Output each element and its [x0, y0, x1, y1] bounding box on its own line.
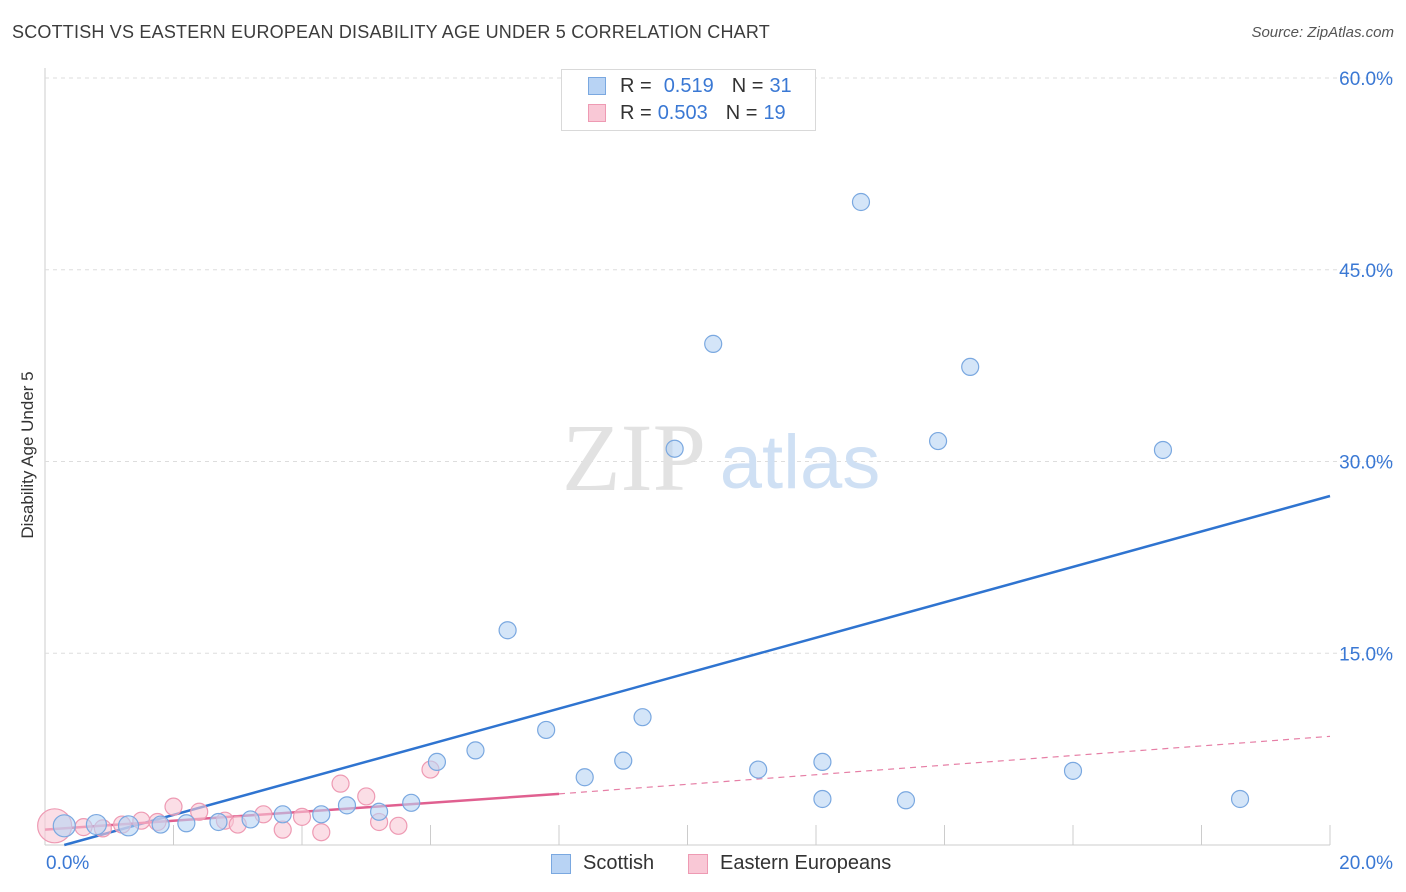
point-eastern-europeans — [273, 820, 292, 839]
legend-swatch-blue — [551, 853, 571, 874]
legend-swatch-pink — [588, 104, 606, 122]
trend-layer — [44, 494, 1331, 847]
y-tick-label: 60.0% — [1339, 69, 1393, 90]
y-tick-label: 45.0% — [1339, 261, 1393, 282]
source-label: Source: ZipAtlas.com — [1251, 24, 1394, 41]
legend-stats: R = 0.519 N = 31 R = 0.503 N = 19 — [561, 69, 816, 131]
points-layer — [37, 192, 1250, 844]
point-scottish — [537, 720, 556, 740]
point-scottish — [498, 621, 517, 640]
legend-swatch-blue — [588, 77, 606, 95]
point-scottish — [273, 805, 292, 824]
legend-n-label: N = — [725, 101, 758, 124]
point-scottish — [117, 815, 140, 837]
x-tick-label: 20.0% — [1339, 853, 1393, 874]
legend-swatch-pink — [688, 853, 708, 874]
trend-line-scottish — [63, 494, 1331, 847]
point-scottish — [370, 802, 389, 821]
point-scottish — [151, 815, 170, 834]
point-eastern-europeans — [190, 802, 209, 821]
legend-row-eastern-europeans: R = 0.503 N = 19 — [588, 101, 786, 125]
ticks-layer: 15.0% 30.0% 45.0% 60.0% 0.0% 20.0% — [46, 69, 1393, 874]
point-scottish — [466, 741, 485, 760]
point-scottish — [427, 752, 447, 772]
legend-r-value: 0.519 — [663, 74, 714, 97]
point-scottish — [241, 810, 260, 829]
chart-title: SCOTTISH VS EASTERN EUROPEAN DISABILITY … — [12, 22, 770, 42]
watermark-atlas: atlas — [720, 420, 881, 505]
point-scottish — [1230, 789, 1250, 809]
point-scottish — [1153, 440, 1173, 460]
legend-item-eastern-europeans: Eastern Europeans — [688, 852, 891, 875]
legend-n-value: 19 — [763, 101, 786, 124]
point-scottish — [312, 805, 331, 824]
point-eastern-europeans — [312, 823, 331, 842]
point-scottish — [633, 708, 652, 727]
point-scottish — [614, 751, 633, 770]
point-eastern-europeans — [389, 816, 408, 835]
grid-layer — [44, 68, 1395, 846]
trend-line-eastern-europeans-extension — [558, 735, 1331, 795]
point-eastern-europeans — [292, 807, 312, 826]
legend-row-scottish: R = 0.519 N = 31 — [588, 74, 792, 98]
point-scottish — [575, 768, 594, 787]
y-tick-label: 30.0% — [1339, 453, 1393, 474]
point-scottish — [896, 791, 916, 810]
point-scottish — [177, 814, 196, 833]
point-eastern-europeans — [331, 774, 350, 793]
y-tick-label: 15.0% — [1339, 644, 1393, 665]
point-scottish — [1063, 761, 1083, 780]
legend-r-value: 0.503 — [657, 101, 708, 124]
legend-n-label: N = — [731, 74, 764, 97]
legend-label-eastern-europeans: Eastern Europeans — [720, 852, 892, 874]
point-scottish — [813, 789, 832, 809]
point-scottish — [851, 192, 871, 212]
point-scottish — [813, 752, 832, 772]
x-tick-label: 0.0% — [46, 853, 89, 874]
point-scottish — [961, 357, 980, 377]
point-eastern-europeans — [357, 787, 376, 806]
watermark-zip: ZIP — [562, 404, 706, 511]
point-scottish — [749, 760, 768, 779]
legend-n-value: 31 — [769, 74, 792, 97]
y-axis-label: Disability Age Under 5 — [18, 371, 37, 539]
point-scottish — [704, 334, 723, 353]
legend-r-label: R = — [620, 101, 652, 124]
point-scottish — [85, 813, 108, 836]
point-scottish — [928, 431, 948, 451]
watermark: ZIP atlas — [562, 404, 880, 511]
legend-item-scottish: Scottish — [551, 852, 654, 875]
legend-r-label: R = — [620, 74, 652, 97]
point-scottish — [337, 796, 357, 815]
point-scottish — [209, 812, 228, 832]
point-scottish — [402, 793, 421, 812]
point-scottish — [665, 439, 684, 458]
point-eastern-europeans — [164, 797, 183, 816]
legend-label-scottish: Scottish — [583, 852, 655, 874]
point-scottish — [52, 814, 76, 838]
